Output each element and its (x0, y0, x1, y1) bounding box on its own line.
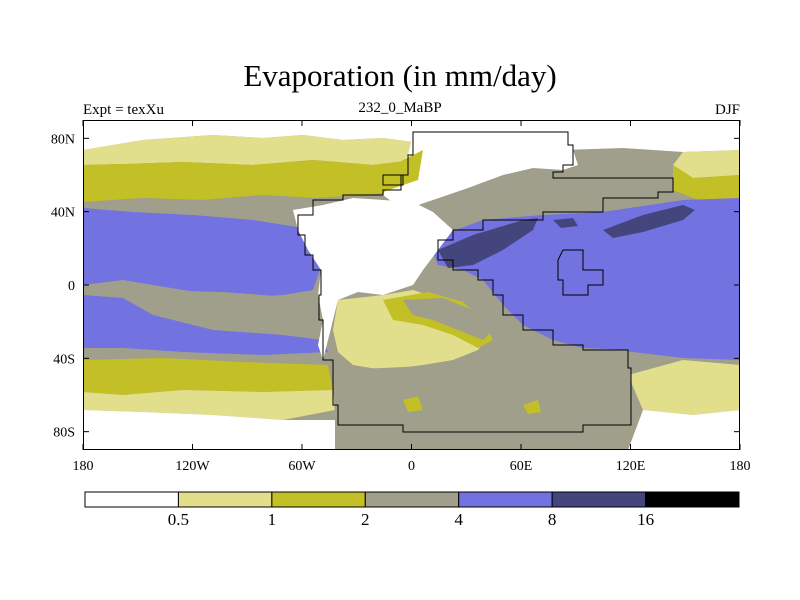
colorbar-label: 1 (268, 510, 277, 529)
north-olive-band (83, 160, 413, 202)
north-white-band (83, 120, 740, 152)
tropical-blue-west (83, 208, 323, 298)
north-landmass (383, 135, 578, 210)
south-olive-band (83, 358, 333, 395)
east-dark-blue (603, 205, 695, 238)
tethys-dark-blue (438, 218, 538, 268)
colorbar-swatch (551, 491, 647, 508)
colorbar-swatch (458, 491, 553, 508)
y-tick-label: 80N (51, 132, 75, 147)
central-landmass (293, 198, 453, 360)
north-pale-band-east (673, 150, 740, 178)
y-tick-label: 40N (51, 206, 75, 221)
south-white-east (628, 410, 740, 450)
evaporation-map (83, 120, 740, 450)
north-pale-band (83, 135, 413, 165)
south-white-band (83, 410, 335, 450)
map-panel (83, 120, 740, 450)
y-tick-label: 40S (53, 352, 75, 367)
south-pale-east (628, 360, 740, 415)
y-tick-label: 80S (53, 426, 75, 441)
x-tick-label: 120W (175, 459, 210, 474)
central-gray (403, 298, 493, 340)
colorbar-swatch (271, 491, 366, 508)
period-label: 232_0_MaBP (358, 100, 442, 116)
colorbar-swatch (364, 491, 460, 508)
x-tick-label: 180 (730, 459, 751, 474)
colorbar-label: 8 (548, 510, 557, 529)
x-tick-label: 60W (288, 459, 316, 474)
colorbar-label: 0.5 (168, 510, 189, 529)
inner-coast (382, 174, 404, 186)
colorbar-swatch (177, 491, 273, 508)
landmass-olive (368, 150, 423, 192)
colorbar-swatch (84, 491, 179, 508)
south-pacific-blue (83, 295, 328, 355)
season-label: DJF (714, 102, 740, 118)
chart-title: Evaporation (in mm/day) (243, 58, 557, 93)
south-landmass-olive-patch (403, 396, 423, 412)
colorbar-swatch (645, 491, 740, 508)
x-tick-label: 60E (510, 459, 533, 474)
x-tick-label: 120E (616, 459, 646, 474)
eastern-coast (557, 249, 604, 296)
colorbar-label: 16 (637, 510, 654, 529)
x-tick-label: 0 (408, 459, 415, 474)
east-pacific-gray-tongue (143, 290, 323, 332)
south-pale-band (83, 390, 335, 420)
east-dark-blue-small (553, 218, 578, 228)
coastline (297, 131, 674, 433)
colorbar-label: 4 (454, 510, 463, 529)
south-landmass-olive-patch-2 (523, 400, 541, 414)
x-tick-label: 180 (73, 459, 94, 474)
experiment-label: Expt = texXu (83, 102, 164, 118)
south-landmass (333, 348, 633, 435)
colorbar-label: 2 (361, 510, 370, 529)
north-olive-east (673, 165, 740, 202)
y-tick-label: 0 (68, 279, 75, 294)
